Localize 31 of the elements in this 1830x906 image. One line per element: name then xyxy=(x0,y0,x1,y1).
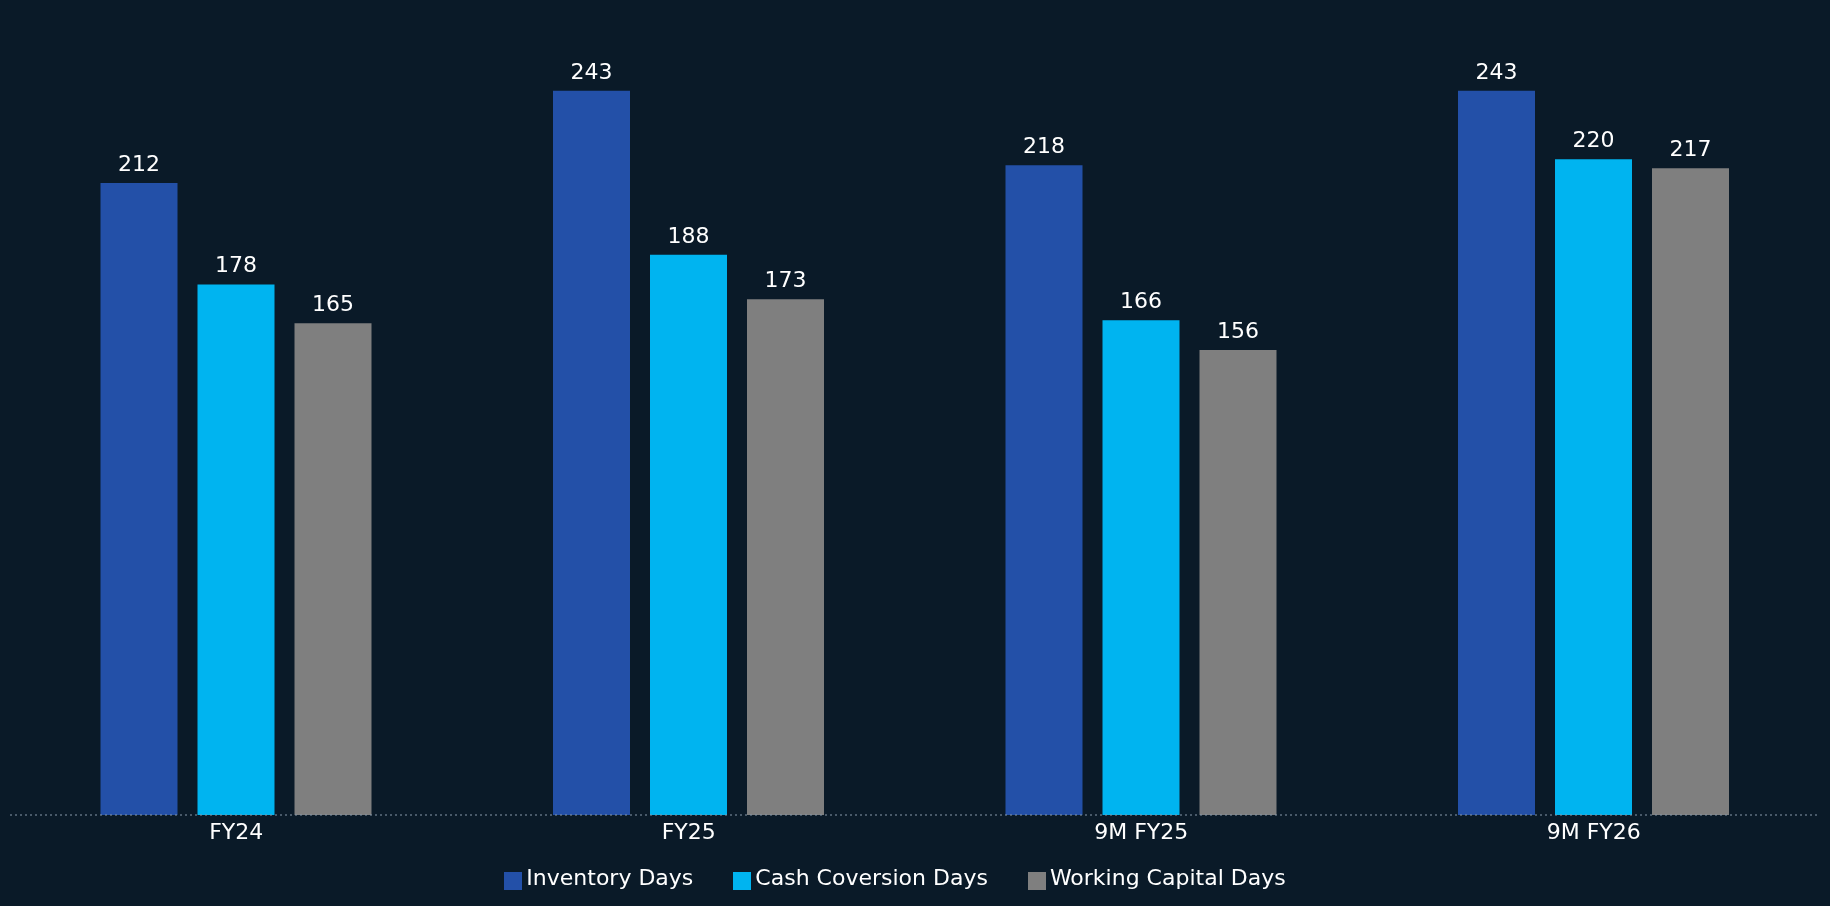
data-label: 218 xyxy=(1023,133,1065,159)
data-label: 217 xyxy=(1669,136,1712,162)
x-tick-label: FY25 xyxy=(661,818,716,844)
bar xyxy=(197,284,275,815)
bar xyxy=(1199,350,1277,815)
data-label: 156 xyxy=(1217,318,1259,344)
legend-label: Cash Coversion Days xyxy=(755,865,988,890)
bar xyxy=(747,299,824,815)
data-label: 212 xyxy=(118,151,160,177)
bar xyxy=(650,254,727,815)
legend-label: Working Capital Days xyxy=(1049,865,1286,890)
data-label: 178 xyxy=(215,252,257,278)
bar xyxy=(553,90,630,815)
data-label: 165 xyxy=(312,291,354,317)
data-label: 166 xyxy=(1120,288,1162,314)
bar xyxy=(100,183,178,815)
bar xyxy=(1555,159,1632,815)
bar xyxy=(1458,90,1535,815)
bar xyxy=(1652,168,1729,815)
data-label: 243 xyxy=(1475,58,1518,84)
x-tick-label: 9M FY25 xyxy=(1094,818,1189,844)
bar xyxy=(1005,165,1083,815)
data-label: 188 xyxy=(667,222,710,248)
data-label: 243 xyxy=(570,58,613,84)
legend-label: Inventory Days xyxy=(526,865,694,890)
data-label: 173 xyxy=(764,267,807,293)
bar xyxy=(294,323,372,815)
bar xyxy=(1102,320,1180,815)
x-tick-label: 9M FY26 xyxy=(1546,818,1641,844)
x-tick-label: FY24 xyxy=(209,818,264,844)
data-label: 220 xyxy=(1572,127,1615,153)
